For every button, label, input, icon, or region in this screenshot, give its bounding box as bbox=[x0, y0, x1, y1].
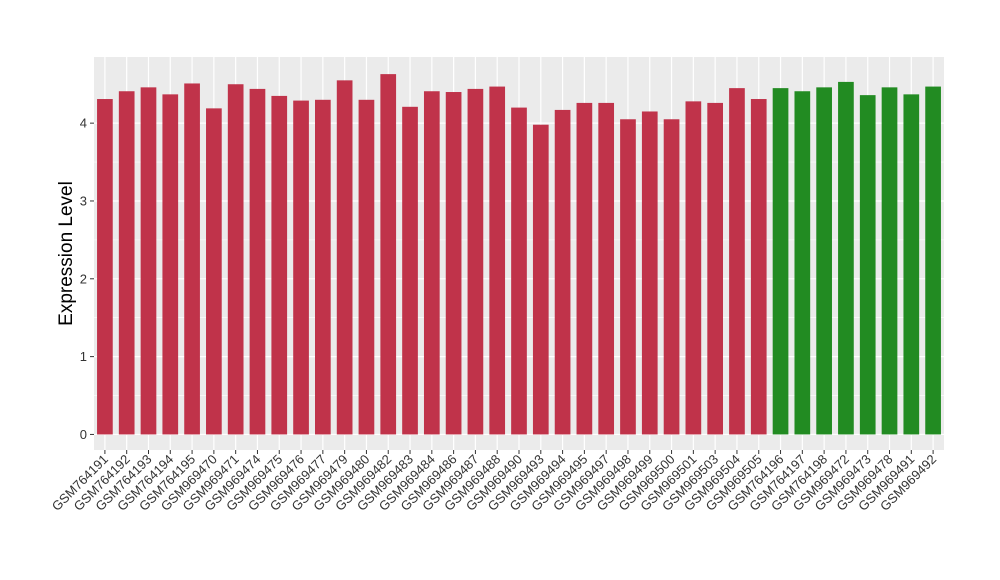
bar-GSM969505 bbox=[750, 99, 767, 435]
bar-GSM969473 bbox=[859, 95, 876, 435]
y-tick-label: 4 bbox=[80, 116, 87, 131]
bar-GSM969472 bbox=[838, 81, 854, 435]
y-tick-label: 0 bbox=[80, 427, 87, 442]
bar-GSM764193 bbox=[140, 87, 157, 435]
bar-GSM764191 bbox=[97, 99, 113, 435]
bar-GSM969484 bbox=[423, 91, 440, 435]
bar-GSM969478 bbox=[881, 87, 898, 435]
bar-GSM764196 bbox=[772, 88, 789, 435]
y-axis-title: Expression Level bbox=[56, 181, 77, 326]
bar-GSM969475 bbox=[271, 95, 288, 435]
bar-GSM969490 bbox=[511, 107, 527, 435]
bar-GSM969498 bbox=[620, 119, 636, 435]
bar-GSM764195 bbox=[184, 83, 200, 435]
bar-GSM969480 bbox=[358, 99, 375, 435]
bar-GSM969487 bbox=[467, 88, 484, 435]
bar-GSM969470 bbox=[206, 108, 222, 435]
bar-GSM969504 bbox=[729, 88, 745, 435]
bar-GSM969495 bbox=[576, 102, 593, 435]
bar-GSM969491 bbox=[903, 94, 920, 435]
bar-GSM969488 bbox=[489, 86, 506, 435]
bar-GSM764194 bbox=[162, 94, 179, 435]
y-tick-label: 3 bbox=[80, 193, 87, 208]
bar-GSM969503 bbox=[707, 102, 723, 435]
bar-GSM969482 bbox=[380, 74, 397, 435]
bar-GSM969497 bbox=[598, 102, 615, 435]
bar-GSM764197 bbox=[794, 91, 811, 435]
y-tick-label: 1 bbox=[80, 349, 87, 364]
y-axis: 0 1 2 3 4 bbox=[80, 116, 94, 442]
bar-GSM969474 bbox=[249, 88, 266, 435]
bar-GSM969501 bbox=[685, 101, 702, 435]
bar-GSM969476 bbox=[293, 100, 309, 435]
bar-GSM969494 bbox=[554, 109, 571, 435]
y-tick-label: 2 bbox=[80, 271, 87, 286]
bar-GSM764192 bbox=[118, 91, 135, 435]
bar-GSM969500 bbox=[663, 119, 680, 435]
bars bbox=[97, 74, 941, 435]
bar-GSM969499 bbox=[641, 111, 658, 435]
x-axis: GSM764191GSM764192GSM764193GSM764194GSM7… bbox=[49, 450, 939, 514]
bar-GSM969492 bbox=[925, 86, 941, 435]
bar-GSM764198 bbox=[816, 87, 832, 435]
bar-GSM969477 bbox=[315, 99, 331, 435]
bar-GSM969493 bbox=[532, 124, 549, 435]
bar-GSM969483 bbox=[402, 106, 418, 435]
bar-GSM969471 bbox=[227, 84, 244, 435]
bar-GSM969486 bbox=[445, 92, 462, 435]
bar-GSM969479 bbox=[336, 80, 353, 435]
